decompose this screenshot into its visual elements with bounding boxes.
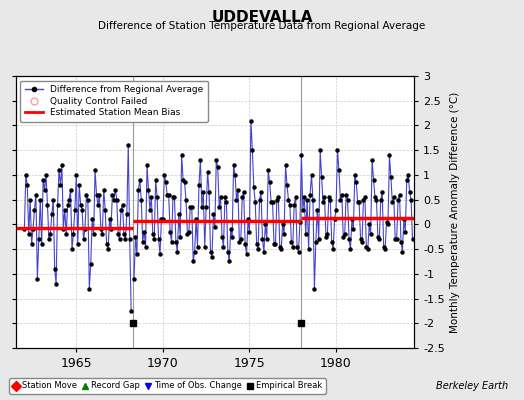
Text: Difference of Station Temperature Data from Regional Average: Difference of Station Temperature Data f…	[99, 21, 425, 31]
Y-axis label: Monthly Temperature Anomaly Difference (°C): Monthly Temperature Anomaly Difference (…	[450, 91, 460, 333]
Text: UDDEVALLA: UDDEVALLA	[211, 10, 313, 25]
Text: Berkeley Earth: Berkeley Earth	[436, 381, 508, 391]
Legend: Difference from Regional Average, Quality Control Failed, Estimated Station Mean: Difference from Regional Average, Qualit…	[20, 80, 208, 122]
Legend: Station Move, Record Gap, Time of Obs. Change, Empirical Break: Station Move, Record Gap, Time of Obs. C…	[9, 378, 326, 394]
